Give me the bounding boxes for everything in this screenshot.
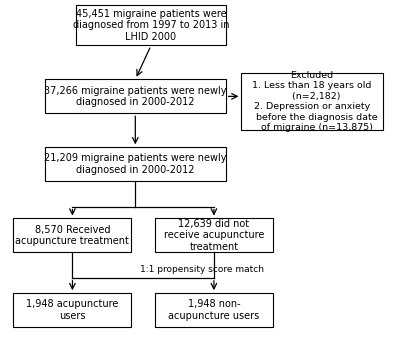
Text: Excluded
1. Less than 18 years old
   (n=2,182)
2. Depression or anxiety
   befo: Excluded 1. Less than 18 years old (n=2,… (247, 71, 378, 132)
FancyBboxPatch shape (155, 219, 273, 252)
Text: 1,948 acupuncture
users: 1,948 acupuncture users (26, 299, 119, 321)
FancyBboxPatch shape (14, 219, 131, 252)
FancyBboxPatch shape (242, 73, 383, 130)
Text: 37,266 migraine patients were newly
diagnosed in 2000-2012: 37,266 migraine patients were newly diag… (44, 86, 226, 107)
Text: 12,639 did not
receive acupuncture
treatment: 12,639 did not receive acupuncture treat… (164, 219, 264, 252)
Text: 8,570 Received
acupuncture treatment: 8,570 Received acupuncture treatment (16, 225, 129, 246)
Text: 45,451 migraine patients were
diagnosed from 1997 to 2013 in
LHID 2000: 45,451 migraine patients were diagnosed … (73, 9, 229, 42)
Text: 1,948 non-
acupuncture users: 1,948 non- acupuncture users (168, 299, 260, 321)
FancyBboxPatch shape (155, 293, 273, 327)
FancyBboxPatch shape (45, 147, 226, 181)
FancyBboxPatch shape (45, 79, 226, 113)
Text: 1:1 propensity score match: 1:1 propensity score match (140, 265, 264, 274)
FancyBboxPatch shape (76, 5, 226, 45)
Text: 21,209 migraine patients were newly
diagnosed in 2000-2012: 21,209 migraine patients were newly diag… (44, 154, 226, 175)
FancyBboxPatch shape (14, 293, 131, 327)
